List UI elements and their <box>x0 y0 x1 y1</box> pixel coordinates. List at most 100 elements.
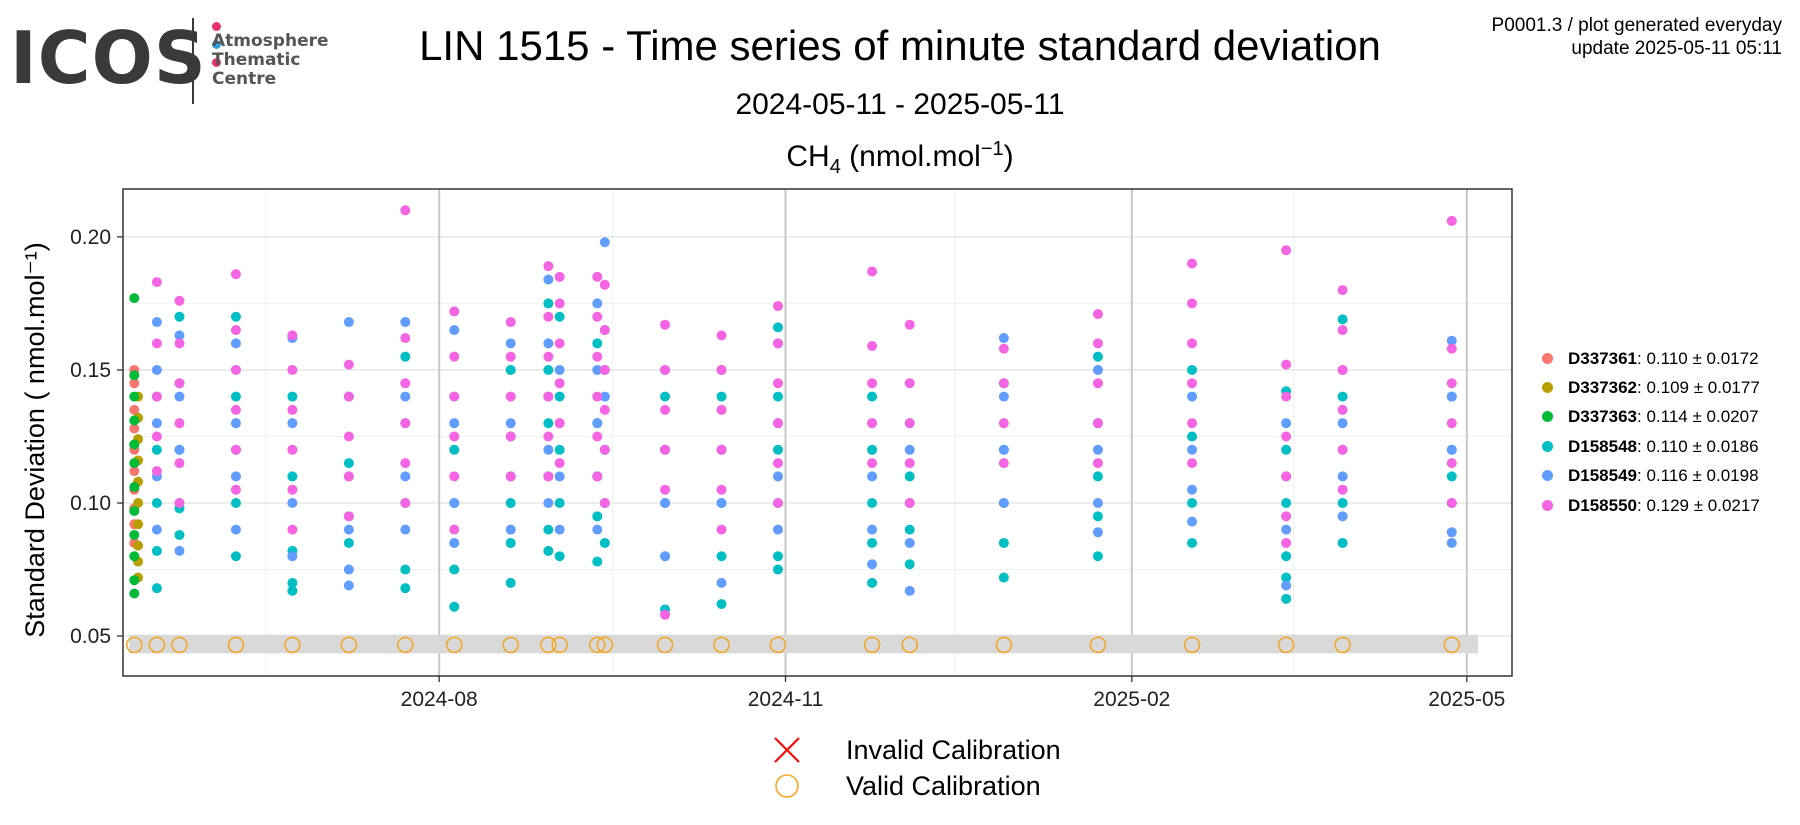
data-point <box>230 551 241 562</box>
valid-calibration-marker <box>126 636 143 654</box>
data-point <box>904 471 915 482</box>
legend-series-name: D158548 <box>1568 437 1638 456</box>
data-point <box>287 551 298 562</box>
data-point <box>543 471 554 482</box>
data-point <box>554 364 565 375</box>
data-point <box>543 351 554 362</box>
data-points <box>129 205 1457 620</box>
logo-dot <box>212 22 221 31</box>
data-point <box>174 418 185 429</box>
data-point <box>716 330 727 341</box>
data-point <box>660 551 671 562</box>
data-point <box>343 359 354 370</box>
legend-text: D158548: 0.110 ± 0.0186 <box>1568 437 1759 456</box>
species-unit: (nmol.mol <box>840 140 981 173</box>
species-subscript: 4 <box>829 156 841 178</box>
data-point <box>151 338 162 349</box>
valid-calibration-marker <box>340 636 358 654</box>
data-point <box>599 279 610 290</box>
species-unit-exponent: −1 <box>980 138 1004 160</box>
x-tick-label: 2025-02 <box>1093 688 1170 711</box>
data-point <box>554 271 565 282</box>
circle-stroke <box>775 774 799 798</box>
data-point <box>174 330 185 341</box>
plot-border <box>122 188 1513 677</box>
logo-subtitle-line: Thematic <box>212 50 301 70</box>
data-point <box>1281 359 1292 370</box>
data-point <box>867 524 878 535</box>
data-point <box>998 378 1009 389</box>
legend-dot-icon <box>1542 441 1553 452</box>
legend-dot-icon <box>1542 382 1553 393</box>
data-point <box>1281 418 1292 429</box>
data-point <box>998 572 1009 583</box>
legend-item: D158548: 0.110 ± 0.0186 <box>1540 436 1800 458</box>
data-point <box>400 418 411 429</box>
circle-icon <box>775 774 799 798</box>
data-point <box>1187 516 1198 527</box>
data-point <box>287 391 298 402</box>
data-point <box>1092 364 1103 375</box>
data-point <box>554 444 565 455</box>
valid-calibration-marker <box>502 636 519 654</box>
data-point <box>867 418 878 429</box>
data-point <box>1281 471 1292 482</box>
legend-dot-icon <box>1542 470 1553 481</box>
data-point <box>543 364 554 375</box>
legend-text: D158549: 0.116 ± 0.0198 <box>1568 466 1759 485</box>
logo-subtitle-line: Centre <box>212 69 277 89</box>
logo-dots <box>212 18 225 72</box>
data-point <box>287 330 298 341</box>
valid-calibration-marker <box>995 636 1013 654</box>
data-point <box>1187 378 1198 389</box>
valid-calibration-marker <box>540 636 557 654</box>
data-point <box>592 431 603 442</box>
data-point <box>1187 258 1198 269</box>
data-point <box>1187 498 1198 509</box>
data-point <box>599 498 610 509</box>
data-point <box>287 524 298 535</box>
data-point <box>1092 527 1103 538</box>
date-range: 2024-05-11 - 2025-05-11 <box>735 88 1065 121</box>
data-point <box>449 564 460 575</box>
data-point <box>867 341 878 352</box>
calibration-band <box>129 634 1478 654</box>
data-point <box>287 471 298 482</box>
data-point <box>449 351 460 362</box>
data-point <box>867 458 878 469</box>
data-point <box>174 311 185 322</box>
data-point <box>151 317 162 328</box>
legend-series-name: D337362 <box>1568 378 1638 397</box>
data-point <box>592 471 603 482</box>
data-point <box>505 524 516 535</box>
data-point <box>449 325 460 336</box>
data-point <box>543 418 554 429</box>
data-point <box>151 418 162 429</box>
data-point <box>343 458 354 469</box>
data-point <box>867 378 878 389</box>
data-point <box>998 498 1009 509</box>
data-point <box>230 404 241 415</box>
data-point <box>543 298 554 309</box>
data-point <box>400 333 411 344</box>
data-point <box>716 551 727 562</box>
data-point <box>998 444 1009 455</box>
data-point <box>133 498 144 509</box>
data-point <box>660 404 671 415</box>
data-point <box>1092 551 1103 562</box>
data-point <box>592 364 603 375</box>
data-point <box>660 319 671 330</box>
data-point <box>1281 580 1292 591</box>
data-point <box>592 391 603 402</box>
data-point <box>998 391 1009 402</box>
data-point <box>1446 391 1457 402</box>
valid-calibration-marker <box>1277 636 1295 654</box>
axes: 0.05 0.10 0.15 0.20 2024-08 2024-11 2025-02 202… <box>70 188 1513 711</box>
data-point <box>151 277 162 288</box>
valid-calibration-label: Valid Calibration <box>846 771 1041 801</box>
data-point <box>174 498 185 509</box>
data-point <box>505 498 516 509</box>
data-point <box>230 364 241 375</box>
data-point <box>554 551 565 562</box>
data-point <box>543 274 554 285</box>
